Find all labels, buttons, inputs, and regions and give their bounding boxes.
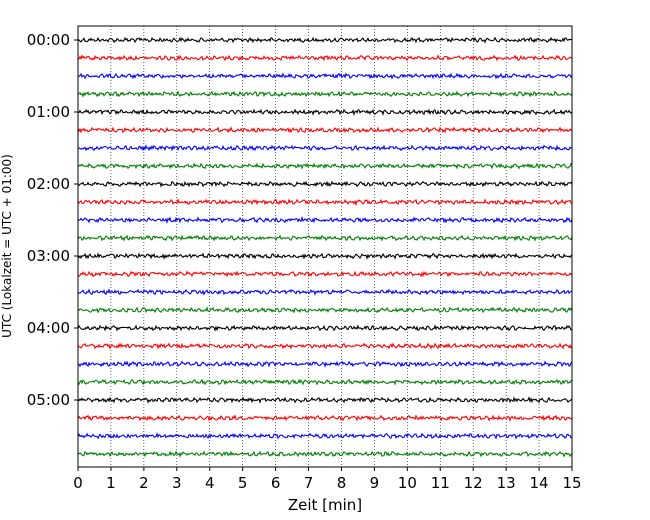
x-tick-label-13: 13 xyxy=(497,474,516,492)
trace-15 xyxy=(77,306,573,314)
x-tick-label-3: 3 xyxy=(172,474,182,492)
y-tick-label-03:00: 03:00 xyxy=(27,247,70,265)
trace-6 xyxy=(77,144,573,152)
trace-7 xyxy=(77,162,573,170)
x-tick-label-2: 2 xyxy=(139,474,149,492)
x-tick-label-9: 9 xyxy=(370,474,380,492)
y-tick-label-00:00: 00:00 xyxy=(27,31,70,49)
x-axis-ticks: 0 1 2 3 4 5 6 7 8 9 10 11 12 13 14 15 xyxy=(73,467,582,492)
x-tick-label-4: 4 xyxy=(205,474,215,492)
x-tick-label-11: 11 xyxy=(431,474,450,492)
y-tick-label-05:00: 05:00 xyxy=(27,391,70,409)
trace-10 xyxy=(77,215,573,224)
y-tick-label-04:00: 04:00 xyxy=(27,319,70,337)
trace-17 xyxy=(77,342,573,350)
y-axis-label: UTC (Lokalzeit = UTC + 01:00) xyxy=(0,154,14,338)
trace-5 xyxy=(77,126,573,134)
y-axis-ticks: 00:00 01:00 02:00 03:00 04:00 05:00 xyxy=(27,31,78,409)
y-tick-label-01:00: 01:00 xyxy=(27,103,70,121)
trace-19 xyxy=(77,378,573,386)
trace-2 xyxy=(77,72,573,80)
x-tick-label-10: 10 xyxy=(398,474,417,492)
x-axis-label: Zeit [min] xyxy=(288,496,362,514)
trace-0 xyxy=(77,36,573,44)
trace-11 xyxy=(77,234,573,242)
trace-16 xyxy=(77,324,573,332)
trace-9 xyxy=(77,197,573,207)
x-tick-label-8: 8 xyxy=(337,474,347,492)
trace-20 xyxy=(77,396,573,404)
x-tick-label-15: 15 xyxy=(562,474,581,492)
x-tick-label-12: 12 xyxy=(464,474,483,492)
trace-14 xyxy=(77,288,573,296)
plot-area xyxy=(78,26,572,467)
trace-4 xyxy=(77,108,573,116)
trace-1 xyxy=(77,54,573,62)
trace-13 xyxy=(77,270,573,278)
x-tick-label-7: 7 xyxy=(304,474,314,492)
x-tick-label-1: 1 xyxy=(106,474,116,492)
x-tick-label-5: 5 xyxy=(238,474,248,492)
trace-22 xyxy=(77,432,573,440)
traces xyxy=(77,36,573,458)
plot-frame xyxy=(77,25,573,468)
y-tick-label-02:00: 02:00 xyxy=(27,175,70,193)
x-tick-label-6: 6 xyxy=(271,474,281,492)
x-tick-label-0: 0 xyxy=(73,474,83,492)
trace-8 xyxy=(77,180,573,188)
trace-23 xyxy=(77,450,573,458)
trace-3 xyxy=(77,90,573,98)
trace-21 xyxy=(77,414,573,422)
trace-18 xyxy=(77,360,573,368)
x-tick-label-14: 14 xyxy=(530,474,549,492)
trace-12 xyxy=(77,252,573,260)
